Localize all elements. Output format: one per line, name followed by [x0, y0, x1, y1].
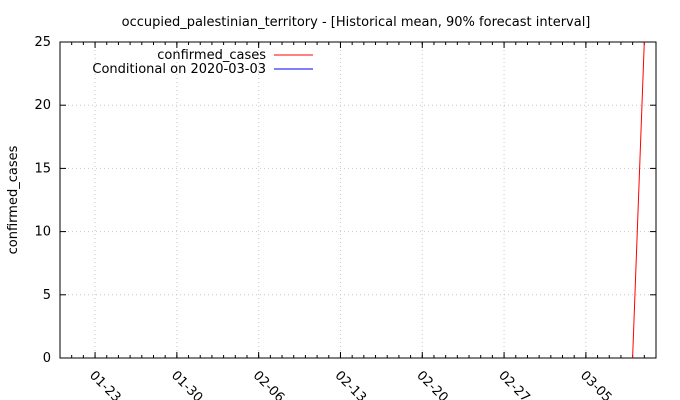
x-tick-label: 01-23	[86, 368, 123, 400]
plot-frame	[59, 41, 657, 359]
legend-label: confirmed_cases	[157, 48, 266, 63]
x-tick-label: 02-06	[250, 368, 287, 400]
series-layer	[632, 42, 645, 358]
y-axis-label: confirmed_cases	[6, 145, 21, 254]
axes: 0 5 10 15 20 25 01-23 01-30 02-06 02-13 02-20 02-27…	[34, 35, 657, 400]
x-tick-label: 02-20	[413, 368, 450, 400]
x-tick-label: 02-27	[495, 368, 532, 400]
y-tick-label: 20	[34, 98, 51, 113]
chart-title: occupied_palestinian_territory - [Histor…	[122, 15, 591, 30]
x-tick-label: 01-30	[168, 368, 205, 400]
x-tick-label: 03-05	[577, 368, 614, 400]
x-tick-label: 02-13	[332, 368, 369, 400]
legend-label: Conditional on 2020-03-03	[92, 62, 266, 77]
y-tick-label: 5	[43, 288, 51, 303]
y-tick-label: 25	[34, 35, 51, 50]
y-tick-label: 15	[34, 161, 51, 176]
y-tick-label: 10	[34, 225, 51, 240]
series-line-confirmed-cases	[632, 42, 645, 358]
y-tick-label: 0	[43, 351, 51, 366]
grid-lines	[60, 42, 656, 358]
